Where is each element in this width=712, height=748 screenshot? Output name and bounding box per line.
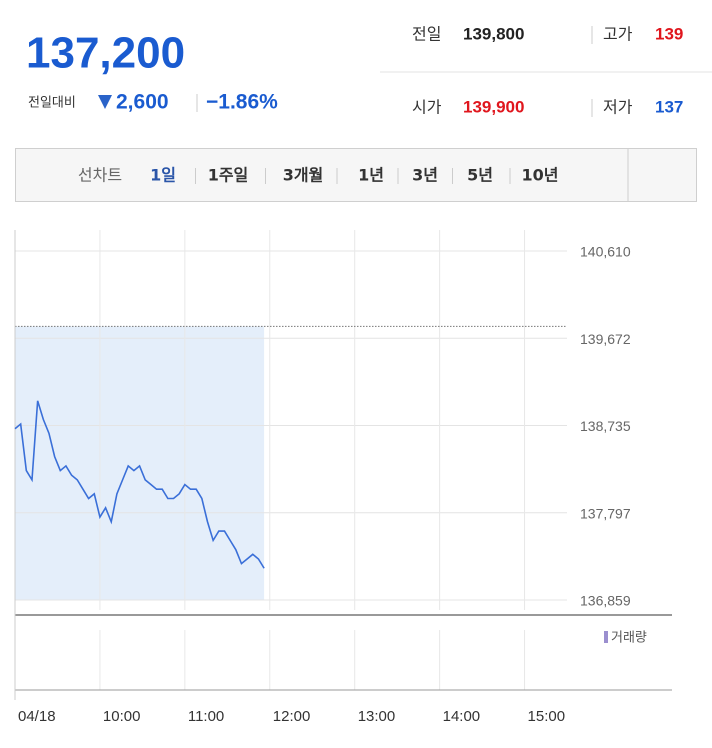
- high: 139: [655, 24, 683, 43]
- change-pct: −1.86%: [206, 91, 278, 114]
- tab-bar: [15, 148, 697, 202]
- y-tick-label: 137,797: [580, 505, 631, 521]
- down-arrow: [98, 95, 112, 109]
- x-tick-label: 15:00: [528, 708, 566, 725]
- chart-type-label: 선차트: [78, 166, 122, 185]
- period-tab[interactable]: 1주일: [208, 166, 249, 185]
- y-tick-label: 139,672: [580, 331, 631, 347]
- y-tick-label: 138,735: [580, 418, 631, 434]
- y-tick-label: 140,610: [580, 244, 631, 260]
- prev: 139,800: [463, 24, 524, 43]
- open: 139,900: [463, 97, 524, 116]
- low: 137: [655, 97, 683, 116]
- period-tab[interactable]: 3개월: [283, 166, 324, 185]
- x-tick-label: 11:00: [188, 708, 224, 725]
- change-label: 전일대비: [28, 96, 76, 111]
- plot: 140,610 139,672 138,735 137,797 136,859 04/18…: [14, 230, 672, 725]
- period-tab[interactable]: 3년: [412, 166, 438, 185]
- price-line: [14, 400, 265, 569]
- x-tick-label: 14:00: [443, 708, 481, 725]
- x-tick-label: 04/18: [18, 708, 56, 725]
- open-label: 시가: [412, 98, 442, 117]
- y-tick-label: 136,859: [580, 593, 631, 609]
- tabs: 선차트 1일 1주일 3개월 1년 3년 5년 10년: [78, 166, 559, 185]
- period-tab[interactable]: 10년: [522, 166, 559, 185]
- current-price: 137,200: [26, 29, 185, 78]
- period-tab[interactable]: 5년: [467, 166, 493, 185]
- period-tab[interactable]: 1일: [150, 166, 176, 185]
- volume-label: 거래량: [611, 631, 647, 646]
- x-tick-label: 12:00: [273, 708, 311, 725]
- session-shade: [15, 326, 265, 600]
- x-tick-label: 13:00: [358, 708, 396, 725]
- prev-label: 전일: [412, 25, 441, 44]
- x-tick-label: 10:00: [103, 708, 141, 725]
- legend-swatch: [604, 631, 608, 643]
- change: 2,600: [116, 91, 169, 114]
- period-tab[interactable]: 1년: [358, 166, 384, 185]
- high-label: 고가: [603, 25, 633, 44]
- low-label: 저가: [603, 98, 633, 117]
